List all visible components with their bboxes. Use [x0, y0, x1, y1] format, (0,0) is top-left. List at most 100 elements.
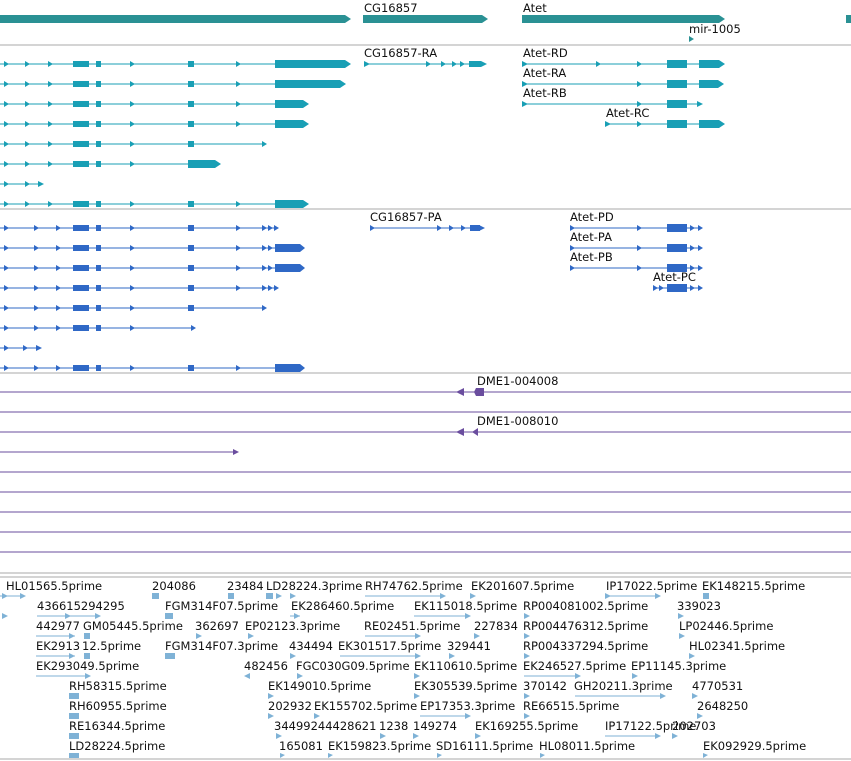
- transcript-label: Atet-RC: [606, 106, 649, 120]
- protein-feature[interactable]: [0, 305, 267, 311]
- est-feature[interactable]: EK286460.5prime: [290, 599, 394, 619]
- est-feature[interactable]: RE02451.5prime: [364, 619, 460, 639]
- est-feature[interactable]: EK149010.5prime: [268, 679, 371, 699]
- est-feature[interactable]: EK159823.5prime: [328, 739, 431, 758]
- est-feature[interactable]: 149274: [413, 719, 457, 739]
- gene-feature-atet[interactable]: Atet: [522, 1, 725, 23]
- est-feature[interactable]: RE16344.5prime: [69, 719, 165, 739]
- est-feature[interactable]: 370142: [523, 679, 567, 699]
- protein-feature[interactable]: [0, 345, 42, 351]
- est-feature[interactable]: EP11145.3prime: [631, 659, 726, 679]
- est-feature[interactable]: FGM314F07.3prime: [165, 639, 278, 659]
- est-feature[interactable]: EK115018.5prime: [414, 599, 517, 619]
- est-feature[interactable]: RH60955.5prime: [69, 699, 167, 719]
- transcript-feature[interactable]: [0, 120, 309, 128]
- est-feature[interactable]: EK305539.5prime: [414, 679, 517, 699]
- motif-feature-dme1-008010[interactable]: DME1-008010: [0, 414, 851, 436]
- gene-feature[interactable]: [0, 15, 351, 23]
- motif-feature[interactable]: [0, 449, 239, 455]
- est-feature[interactable]: RP004081002.5prime: [523, 599, 648, 619]
- protein-feature-atet-pc[interactable]: Atet-PC: [653, 270, 703, 292]
- est-feature[interactable]: 434494: [289, 639, 333, 659]
- est-feature[interactable]: 204086: [152, 579, 196, 599]
- est-feature[interactable]: IP17122.5prime: [605, 719, 696, 739]
- transcript-feature[interactable]: [0, 181, 44, 187]
- est-feature[interactable]: EK246527.5prime: [523, 659, 626, 679]
- transcript-label: Atet-RD: [523, 46, 568, 60]
- transcript-feature-atet-rd[interactable]: Atet-RD: [522, 46, 725, 68]
- protein-feature-atet-pd[interactable]: Atet-PD: [570, 210, 703, 232]
- protein-feature[interactable]: [0, 225, 279, 231]
- protein-feature[interactable]: [0, 364, 305, 372]
- est-label: RE16344.5prime: [69, 719, 165, 733]
- est-feature[interactable]: EK301517.5prime: [338, 639, 441, 659]
- est-feature[interactable]: FGC030G09.5prime: [296, 659, 410, 679]
- est-feature[interactable]: 165081: [279, 739, 323, 758]
- est-feature[interactable]: 362697: [195, 619, 239, 639]
- est-feature[interactable]: HL02341.5prime: [689, 639, 785, 659]
- transcript-feature-atet-ra[interactable]: Atet-RA: [522, 66, 724, 88]
- est-feature[interactable]: GH20211.3prime: [574, 679, 673, 699]
- transcript-feature-atet-rb[interactable]: Atet-RB: [522, 86, 703, 108]
- transcript-feature[interactable]: [0, 60, 351, 68]
- est-feature[interactable]: EK092929.5prime: [703, 739, 806, 758]
- est-feature[interactable]: LD28224.3prime: [266, 579, 362, 599]
- est-feature[interactable]: 329441: [447, 639, 491, 659]
- est-feature[interactable]: 339023: [677, 599, 721, 619]
- est-feature[interactable]: 202932: [268, 699, 312, 719]
- est-feature[interactable]: RP004476312.5prime: [523, 619, 648, 639]
- est-feature[interactable]: 23484: [227, 579, 264, 599]
- est-label: EK286460.5prime: [291, 599, 394, 613]
- est-feature[interactable]: RP004337294.5prime: [523, 639, 648, 659]
- gene-feature-mir-1005[interactable]: mir-1005: [689, 22, 741, 42]
- transcript-feature-cg16857-ra[interactable]: CG16857-RA: [364, 46, 487, 67]
- est-feature[interactable]: 1238: [379, 719, 408, 739]
- est-feature[interactable]: 442977: [36, 619, 80, 639]
- gene-feature-edge[interactable]: [846, 15, 851, 23]
- est-feature[interactable]: RH74762.5prime: [365, 579, 463, 599]
- gene-feature-cg16857[interactable]: CG16857: [363, 1, 488, 23]
- est-feature[interactable]: EK110610.5prime: [414, 659, 517, 679]
- transcript-feature[interactable]: [0, 80, 346, 88]
- est-feature[interactable]: 202703: [672, 719, 716, 739]
- protein-feature-atet-pb[interactable]: Atet-PB: [570, 250, 703, 272]
- est-feature[interactable]: HL01565.5prime: [0, 579, 102, 599]
- est-feature[interactable]: IP17022.5prime: [605, 579, 697, 599]
- protein-feature-cg16857-pa[interactable]: CG16857-PA: [370, 210, 485, 231]
- est-feature[interactable]: RE66515.5prime: [523, 699, 619, 719]
- est-feature[interactable]: EK169255.5prime: [475, 719, 578, 739]
- est-feature[interactable]: EK293049.5prime: [36, 659, 139, 679]
- est-feature[interactable]: 2648250: [697, 699, 748, 719]
- est-feature[interactable]: EP17353.3prime: [420, 699, 515, 719]
- transcript-feature[interactable]: [0, 141, 267, 147]
- est-feature[interactable]: RH58315.5prime: [69, 679, 167, 699]
- est-feature[interactable]: GM05445.5prime: [83, 619, 183, 639]
- protein-feature[interactable]: [0, 264, 305, 272]
- est-feature[interactable]: LP02446.5prime: [679, 619, 773, 639]
- protein-feature[interactable]: [0, 244, 305, 252]
- est-feature[interactable]: 482456: [244, 659, 288, 679]
- est-feature[interactable]: EP02123.3prime: [245, 619, 340, 639]
- est-feature[interactable]: EK148215.5prime: [702, 579, 805, 599]
- est-feature[interactable]: LD28224.5prime: [69, 739, 165, 758]
- protein-feature[interactable]: [0, 285, 279, 291]
- protein-feature[interactable]: [0, 325, 196, 331]
- est-feature[interactable]: 34499244428621: [274, 719, 376, 739]
- est-feature[interactable]: SD16111.5prime: [436, 739, 533, 758]
- est-feature[interactable]: EK155702.5prime: [314, 699, 417, 719]
- transcript-feature[interactable]: [0, 200, 309, 208]
- est-feature[interactable]: 4770531: [692, 679, 743, 699]
- transcript-feature[interactable]: [0, 160, 221, 168]
- est-feature[interactable]: EK2913: [36, 639, 80, 659]
- transcript-feature[interactable]: [0, 100, 309, 108]
- est-feature[interactable]: 436615294295: [2, 599, 125, 619]
- est-feature[interactable]: 12.5prime: [82, 639, 141, 659]
- est-feature[interactable]: EK201607.5prime: [470, 579, 574, 599]
- est-feature[interactable]: FGM314F07.5prime: [165, 599, 278, 619]
- transcript-feature-atet-rc[interactable]: Atet-RC: [605, 106, 725, 128]
- protein-feature-atet-pa[interactable]: Atet-PA: [570, 230, 703, 252]
- est-feature[interactable]: HL08011.5prime: [539, 739, 635, 758]
- motif-feature-dme1-004008[interactable]: DME1-004008: [0, 374, 851, 396]
- est-feature[interactable]: 227834: [474, 619, 518, 639]
